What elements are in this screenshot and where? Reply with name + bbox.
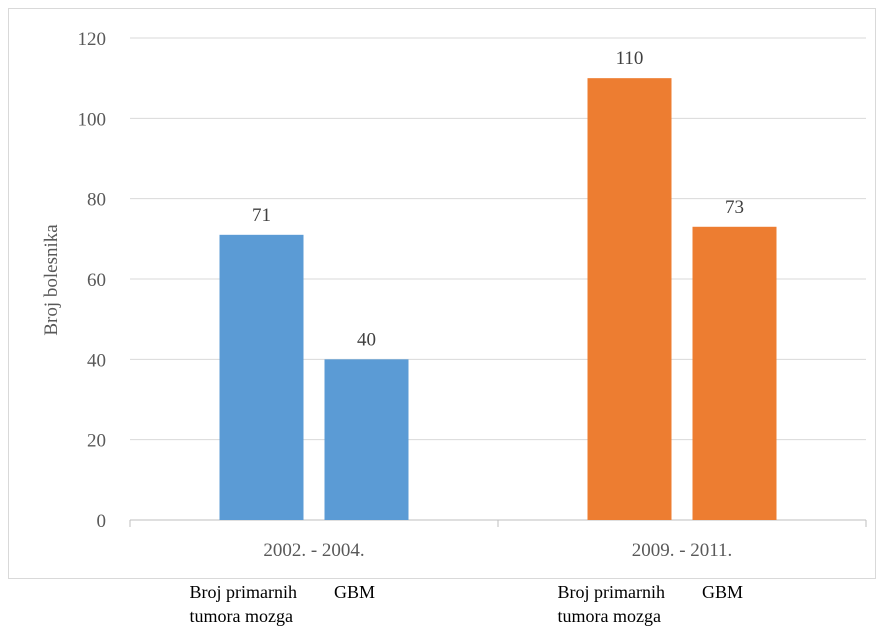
y-axis-ticks: 0 20 40 60 80 100 120 — [78, 29, 107, 532]
category-labels: 2002. - 2004. 2009. - 2011. — [263, 540, 732, 561]
bar-sublabel: Broj primarnih tumora mozga — [190, 582, 297, 626]
bar — [219, 234, 304, 521]
y-tick-label: 120 — [78, 29, 107, 50]
data-label: 71 — [252, 205, 271, 226]
data-labels: 71 40 110 73 — [252, 48, 744, 350]
bar-sublabels: Broj primarnih tumora mozga GBM Broj primar… — [190, 582, 744, 626]
data-label: 110 — [616, 48, 644, 69]
y-tick-label: 100 — [78, 109, 107, 130]
bar — [587, 78, 672, 521]
category-label: 2002. - 2004. — [263, 540, 364, 561]
y-tick-label: 20 — [87, 431, 106, 452]
bars — [219, 78, 777, 521]
category-label: 2009. - 2011. — [632, 540, 733, 561]
y-tick-label: 0 — [97, 511, 107, 532]
bar-sublabel: Broj primarnih tumora mozga — [558, 582, 665, 626]
data-label: 73 — [725, 197, 744, 218]
y-axis-label: Broj bolesnika — [41, 224, 62, 336]
y-tick-label: 60 — [87, 270, 106, 291]
bar-sublabel: GBM — [702, 582, 743, 602]
y-tick-label: 40 — [87, 350, 106, 371]
data-label: 40 — [357, 329, 376, 350]
y-tick-label: 80 — [87, 190, 106, 211]
bar — [324, 359, 409, 520]
bar-sublabel: GBM — [334, 582, 375, 602]
bar — [692, 226, 777, 521]
